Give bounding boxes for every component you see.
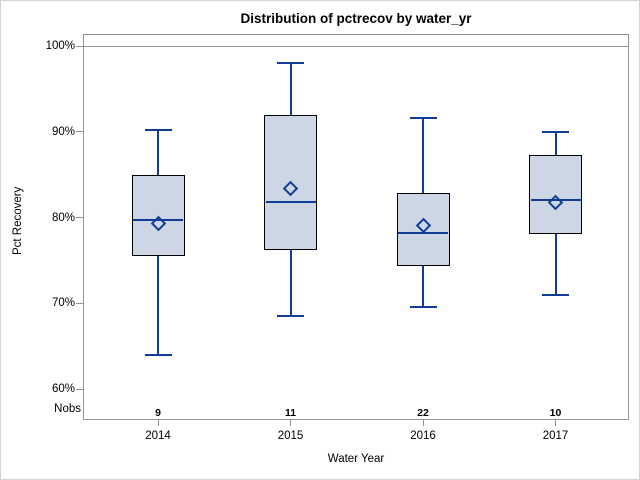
y-tick-mark	[76, 302, 83, 304]
whisker-upper-cap	[144, 129, 172, 132]
whisker-upper-stem	[422, 118, 424, 193]
y-tick-label: 80%	[51, 211, 75, 224]
y-tick-mark	[76, 217, 83, 219]
iqr-box	[131, 174, 185, 257]
whisker-lower-cap	[144, 353, 172, 356]
x-tick-label: 2017	[542, 430, 569, 442]
nobs-row-label: Nobs	[54, 403, 81, 415]
nobs-value: 10	[549, 407, 562, 419]
iqr-box	[264, 114, 317, 251]
median-line	[133, 219, 183, 222]
y-tick-mark	[76, 388, 83, 390]
whisker-lower-stem	[422, 265, 424, 307]
x-axis-label: Water Year	[327, 453, 385, 465]
whisker-lower-cap	[409, 305, 437, 308]
y-tick-mark	[76, 131, 83, 133]
x-tick-mark	[157, 420, 159, 426]
y-tick-label: 60%	[51, 383, 75, 396]
x-tick-mark	[555, 420, 556, 426]
median-line	[265, 201, 316, 204]
x-tick-mark	[422, 420, 424, 426]
nobs-value: 9	[155, 407, 161, 419]
whisker-lower-stem	[157, 256, 159, 355]
x-tick-label: 2014	[145, 430, 171, 442]
nobs-value: 22	[417, 407, 429, 419]
y-tick-mark	[76, 45, 83, 47]
y-tick-label: 100%	[45, 40, 75, 52]
whisker-upper-stem	[289, 63, 292, 115]
whisker-upper-cap	[542, 130, 569, 133]
whisker-upper-stem	[554, 131, 557, 155]
whisker-lower-stem	[554, 233, 557, 295]
iqr-box	[529, 154, 582, 234]
x-tick-label: 2015	[277, 430, 304, 442]
whisker-upper-stem	[157, 130, 159, 175]
whisker-upper-cap	[277, 62, 304, 65]
iqr-box	[396, 192, 450, 266]
median-line	[530, 199, 581, 202]
whisker-upper-cap	[409, 117, 437, 120]
median-line	[398, 232, 448, 234]
whisker-lower-stem	[289, 250, 292, 317]
whisker-lower-cap	[542, 293, 569, 296]
y-tick-label: 70%	[51, 297, 75, 310]
chart-title: Distribution of pctrecov by water_yr	[240, 11, 472, 26]
y-tick-label: 90%	[51, 125, 75, 138]
plot-frame	[83, 34, 629, 420]
x-tick-label: 2016	[410, 430, 436, 442]
whisker-lower-cap	[277, 315, 304, 318]
nobs-value: 11	[284, 407, 297, 419]
x-tick-mark	[290, 420, 291, 426]
reference-line-100pct	[83, 45, 629, 47]
